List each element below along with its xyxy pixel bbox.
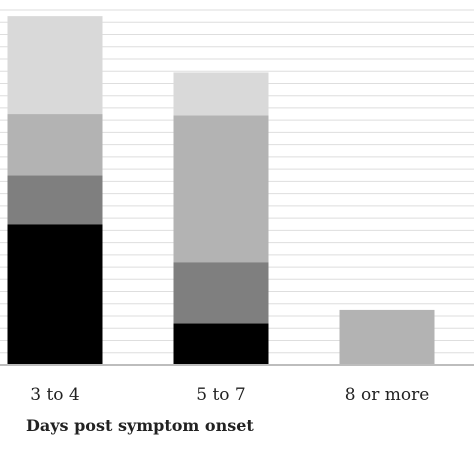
bar-segment: [173, 323, 269, 365]
x-tick-labels: 3 to 4 5 to 7 8 or more: [30, 385, 429, 405]
bar-segments: [7, 16, 435, 365]
bar-segment: [7, 16, 103, 115]
bar-segment: [7, 175, 103, 225]
bar-segment: [173, 262, 269, 324]
x-tick-label: 5 to 7: [196, 385, 246, 405]
bar-segment: [173, 115, 269, 263]
bar-segment: [173, 72, 269, 116]
x-axis-title: Days post symptom onset: [26, 416, 254, 435]
x-tick-label: 3 to 4: [30, 385, 80, 405]
bar-segment: [7, 224, 103, 365]
x-tick-label: 8 or more: [345, 385, 430, 405]
bar-segment: [339, 309, 435, 365]
bar-segment: [7, 114, 103, 176]
